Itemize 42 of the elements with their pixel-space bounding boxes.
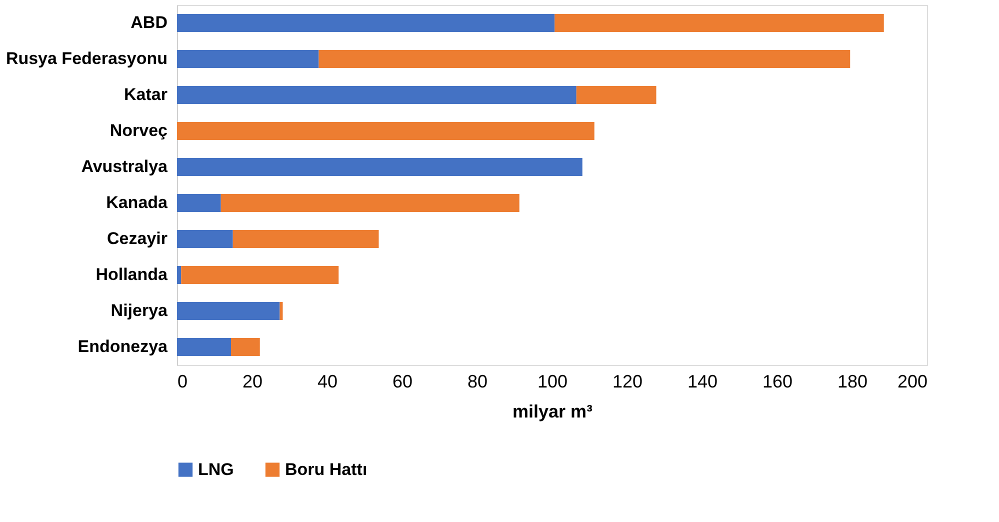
bar — [318, 50, 850, 68]
y-tick-label: Nijerya — [110, 301, 168, 320]
y-tick-label: Endonezya — [78, 337, 168, 356]
bar — [232, 230, 379, 248]
bar — [177, 230, 233, 248]
bar — [576, 86, 656, 104]
x-tick-label: 20 — [242, 372, 263, 392]
bar — [177, 50, 319, 68]
legend-label: Boru Hattı — [285, 460, 368, 479]
bar — [177, 194, 221, 212]
bar — [220, 194, 520, 212]
bar — [177, 158, 582, 176]
y-tick-label: Hollanda — [96, 265, 168, 284]
bar — [177, 122, 594, 140]
bar — [177, 14, 555, 32]
x-tick-label: 120 — [612, 372, 643, 392]
y-tick-label: Norveç — [110, 121, 168, 140]
bar — [554, 14, 884, 32]
bar — [181, 266, 339, 284]
x-tick-label: 0 — [178, 372, 188, 392]
x-tick-label: 160 — [762, 372, 793, 392]
bar — [177, 86, 576, 104]
legend-label: LNG — [198, 460, 234, 479]
y-tick-label: ABD — [130, 13, 168, 32]
x-tick-label: 100 — [537, 372, 568, 392]
bar — [280, 302, 283, 320]
bar — [177, 266, 182, 284]
y-tick-label: Cezayir — [107, 229, 168, 248]
x-tick-label: 180 — [837, 372, 868, 392]
x-tick-label: 80 — [467, 372, 488, 392]
bar — [231, 338, 260, 356]
y-tick-label: Avustralya — [81, 157, 168, 176]
x-axis-title: milyar m³ — [512, 402, 593, 422]
x-tick-label: 200 — [897, 372, 928, 392]
x-tick-label: 140 — [687, 372, 718, 392]
bar — [177, 302, 280, 320]
y-tick-label: Kanada — [106, 193, 168, 212]
bar — [177, 338, 231, 356]
x-tick-label: 60 — [392, 372, 413, 392]
y-tick-label: Rusya Federasyonu — [6, 49, 168, 68]
y-tick-label: Katar — [124, 85, 168, 104]
x-tick-label: 40 — [317, 372, 338, 392]
